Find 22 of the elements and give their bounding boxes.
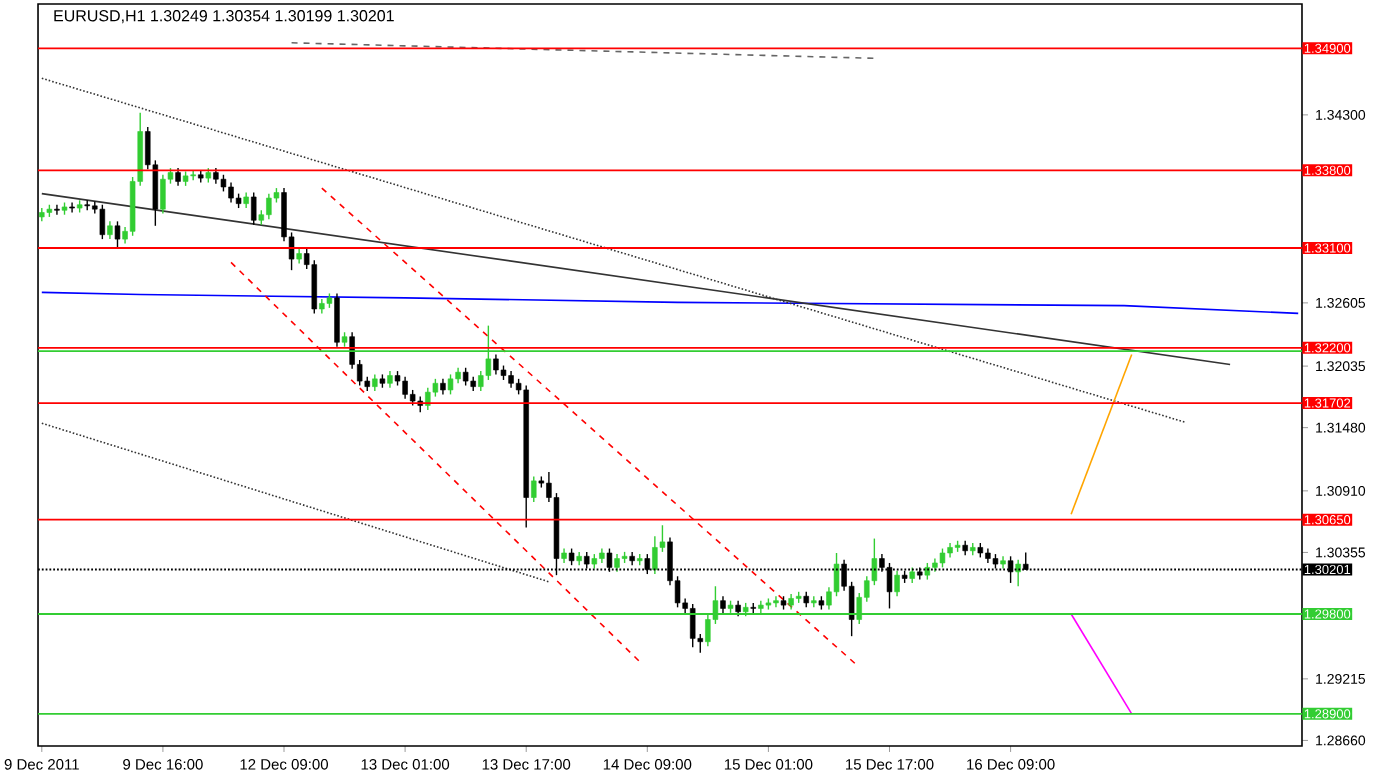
candlestick (266, 192, 272, 220)
line-series (41, 291, 1300, 315)
candlestick (1000, 555, 1006, 570)
candlestick (114, 220, 121, 249)
candlestick (99, 204, 106, 240)
candlestick (939, 547, 946, 569)
candlestick (251, 191, 257, 226)
candlestick (894, 570, 900, 597)
candlestick (311, 259, 317, 315)
chart-title: EURUSD,H1 1.30249 1.30354 1.30199 1.30201 (54, 10, 394, 24)
candlestick (334, 292, 340, 348)
candlestick (652, 535, 658, 575)
candlestick (447, 373, 454, 396)
candlestick (402, 375, 408, 400)
candlestick (531, 475, 537, 503)
candlestick (54, 204, 60, 216)
candlestick (160, 174, 166, 215)
candlestick (1015, 558, 1021, 587)
candlestick (689, 603, 696, 648)
candlestick (493, 353, 499, 376)
candlestick (425, 387, 431, 411)
candlestick (228, 181, 234, 204)
